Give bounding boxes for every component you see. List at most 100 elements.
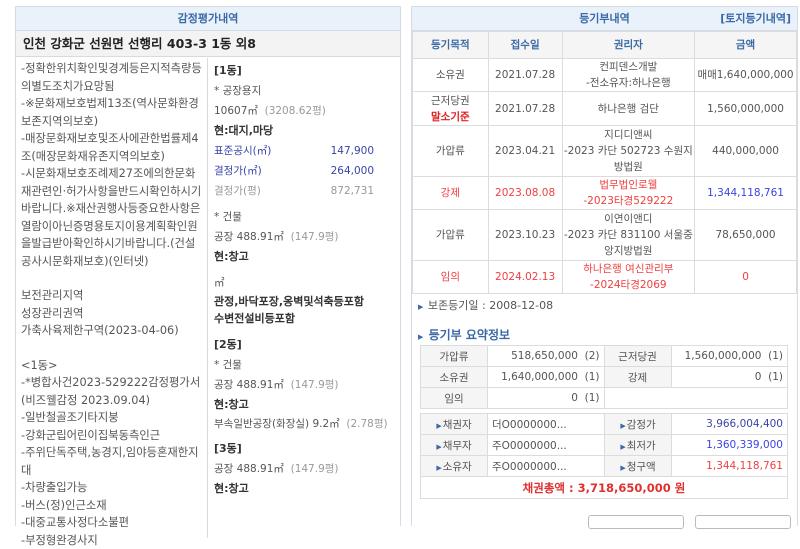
note-line [21, 270, 202, 287]
summary-label: 소유권 [421, 367, 488, 388]
note-line: -정확한위치확인및경계등은지적측량등의별도조치가요망됨 [21, 60, 202, 95]
note-line: -강화군립어린이집북동측인근 [21, 427, 202, 445]
building-area: 공장 488.91㎡ (147.9평) [214, 459, 394, 479]
reg-holder: 법무법인로웰-2023타경529222 [562, 177, 695, 210]
party-name-link[interactable]: 주O0000000... [488, 435, 605, 456]
registry-row: 가압류 2023.04.21 지디디앤씨-2023 카단 502723 수원지방… [413, 126, 797, 177]
summary-value: 518,650,000 (2) [488, 346, 605, 367]
land-current: 현:대지,마당 [214, 121, 394, 141]
reg-holder: 하나은행 검단 [562, 92, 695, 126]
registry-title: 등기부내역[토지등기내역] [412, 7, 797, 31]
building-current: 현:창고 [214, 247, 394, 267]
action-button-2[interactable] [695, 515, 791, 529]
building-1-label: [1동] [214, 61, 394, 81]
price-value: 3,966,004,400 [672, 414, 788, 435]
reg-amount: 0 [695, 261, 797, 294]
land-area: 10607㎡ (3208.62평) [214, 101, 394, 121]
note-line: -대중교통사정다소불편 [21, 514, 202, 532]
summary-label: 임의 [421, 388, 488, 409]
extra-2: 수변전설비등포함 [214, 310, 394, 327]
reg-amount: 매매1,640,000,000 [695, 59, 797, 92]
party-name-link[interactable]: 더O0000000... [488, 414, 605, 435]
col-header: 금액 [695, 32, 797, 59]
reg-type: 임의 [413, 261, 489, 294]
building-current: 현:창고 [214, 395, 394, 415]
summary-title: ▶ 등기부 요약정보 [418, 326, 510, 343]
reg-amount: 1,560,000,000 [695, 92, 797, 126]
note-line: 성장관리권역 [21, 305, 202, 323]
reg-amount: 440,000,000 [695, 126, 797, 177]
total-claims: 채권총액 : 3,718,650,000 원 [421, 477, 788, 499]
party-row: ▶채권자 더O0000000... ▶감정가 3,966,004,400 [421, 414, 788, 435]
summary-label: 강제 [604, 367, 671, 388]
note-line [21, 340, 202, 357]
reg-date: 2024.02.13 [488, 261, 562, 294]
reg-type: 소유권 [413, 59, 489, 92]
property-address: 인천 강화군 선원면 선행리 403-3 1동 외8 [16, 31, 400, 57]
appraisal-panel: 감정평가내역 인천 강화군 선원면 선행리 403-3 1동 외8 -정확한위치… [15, 6, 401, 526]
action-button-1[interactable] [588, 515, 684, 529]
building-current: 현:창고 [214, 479, 394, 499]
land-registry-link[interactable]: [토지등기내역] [720, 7, 791, 31]
reg-holder: 지디디앤씨-2023 카단 502723 수원지방법원 [562, 126, 695, 177]
reg-holder: 하나은행 여신관리부-2024타경2069 [562, 261, 695, 294]
party-label: ▶채권자 [421, 414, 488, 435]
reg-type: 강제 [413, 177, 489, 210]
note-line: -차량출입가능 [21, 479, 202, 497]
building-label: * 건물 [214, 207, 394, 227]
arrow-icon: ▶ [418, 333, 423, 341]
arrow-icon: ▶ [436, 422, 441, 430]
note-line: -매장문화재보호및조사에관한법률제4조(매장문화재유존지역의보호) [21, 130, 202, 165]
reg-amount: 78,650,000 [695, 210, 797, 261]
building-3-label: [3동] [214, 439, 394, 459]
party-row: ▶소유자 주O0000000... ▶청구액 1,344,118,761 [421, 456, 788, 477]
reg-type: 가압류 [413, 126, 489, 177]
price-value: 1,344,118,761 [672, 456, 788, 477]
price-value: 1,360,339,000 [672, 435, 788, 456]
note-line: 보전관리지역 [21, 287, 202, 305]
arrow-icon: ▶ [620, 464, 625, 472]
registry-row: 강제 2023.08.08 법무법인로웰-2023타경529222 1,344,… [413, 177, 797, 210]
note-line: -부정형완경사지 [21, 532, 202, 549]
reg-date: 2023.04.21 [488, 126, 562, 177]
land-label: * 공장용지 [214, 81, 394, 101]
note-line: -일반철골조기타지붕 [21, 409, 202, 427]
reg-amount: 1,344,118,761 [695, 177, 797, 210]
note-line: 가축사육제한구역(2023-04-06) [21, 322, 202, 340]
arrow-icon: ▶ [418, 303, 423, 311]
building-area: 공장 488.91㎡ (147.9평) [214, 375, 394, 395]
note-line: -시문화재보호조례제27조에의한문화재관련인·허가사항을반드시확인하시기바랍니다… [21, 165, 202, 270]
note-line: <1동> [21, 357, 202, 375]
parties-table: ▶채권자 더O0000000... ▶감정가 3,966,004,400▶채무자… [420, 413, 788, 499]
note-line: -※문화재보호법제13조(역사문화환경보존지역의보호) [21, 95, 202, 130]
base-tag: 말소기준 [413, 109, 488, 125]
reg-date: 2023.08.08 [488, 177, 562, 210]
note-line: -버스(정)인근소재 [21, 497, 202, 515]
price-label: ▶청구액 [605, 456, 672, 477]
unit: ㎡ [214, 273, 394, 293]
registry-panel: 등기부내역[토지등기내역] 등기목적 접수일 권리자 금액 소유권 2021.0… [411, 6, 798, 526]
party-label: ▶채무자 [421, 435, 488, 456]
summary-value: 0 (1) [671, 367, 788, 388]
arrow-icon: ▶ [620, 443, 625, 451]
summary-value: 1,560,000,000 (1) [671, 346, 788, 367]
party-name-link[interactable]: 주O0000000... [488, 456, 605, 477]
reg-date: 2021.07.28 [488, 59, 562, 92]
reg-type: 가압류 [413, 210, 489, 261]
arrow-icon: ▶ [436, 443, 441, 451]
reg-holder: 컨피덴스개발-전소유자:하나은행 [562, 59, 695, 92]
registry-row: 임의 2024.02.13 하나은행 여신관리부-2024타경2069 0 [413, 261, 797, 294]
appraisal-details: [1동] * 공장용지 10607㎡ (3208.62평) 현:대지,마당 표준… [208, 58, 400, 502]
annex: 부속일반공장(화장실) 9.2㎡ (2.78평) [214, 415, 394, 433]
registry-row: 소유권 2021.07.28 컨피덴스개발-전소유자:하나은행 매매1,640,… [413, 59, 797, 92]
building-label: * 건물 [214, 355, 394, 375]
arrow-icon: ▶ [620, 422, 625, 430]
registry-table: 등기목적 접수일 권리자 금액 소유권 2021.07.28 컨피덴스개발-전소… [412, 31, 797, 294]
building-2-label: [2동] [214, 335, 394, 355]
reg-holder: 이연이앤디-2023 카단 831100 서울중앙지방법원 [562, 210, 695, 261]
